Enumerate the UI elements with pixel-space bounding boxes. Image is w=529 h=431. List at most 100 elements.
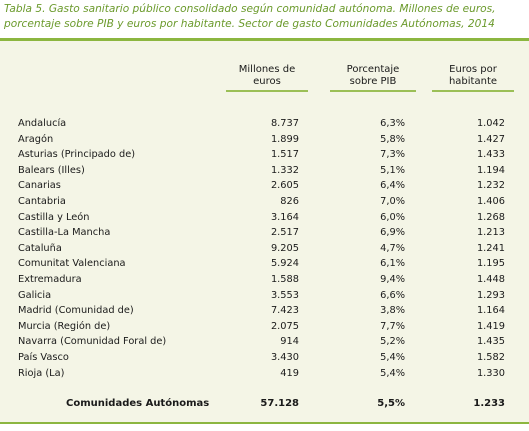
row-pib: 5,1% bbox=[380, 164, 405, 176]
row-name: Comunidades Autónomas bbox=[66, 398, 210, 409]
row-pib: 7,3% bbox=[380, 149, 405, 161]
table-row: Andalucía 8.737 6,3% 1.042 bbox=[0, 118, 529, 134]
row-pib: 6,6% bbox=[380, 289, 405, 301]
table-row: Extremadura 1.588 9,4% 1.448 bbox=[0, 274, 529, 290]
row-pib: 7,7% bbox=[380, 320, 405, 332]
table-caption: Tabla 5. Gasto sanitario público consoli… bbox=[4, 2, 526, 31]
row-millones: 5.924 bbox=[270, 258, 299, 270]
row-name: Comunitat Valenciana bbox=[18, 258, 126, 270]
row-millones: 1.588 bbox=[270, 274, 299, 285]
row-habitante: 1.232 bbox=[476, 180, 505, 192]
row-habitante: 1.427 bbox=[476, 133, 505, 145]
row-millones: 1.332 bbox=[270, 164, 299, 176]
row-millones: 419 bbox=[280, 367, 299, 379]
row-habitante: 1.448 bbox=[476, 274, 505, 285]
row-pib: 6,3% bbox=[380, 118, 405, 129]
row-name: Cantabria bbox=[18, 196, 66, 207]
row-name: Navarra (Comunidad Foral de) bbox=[18, 336, 167, 348]
row-name: Galicia bbox=[18, 289, 52, 301]
row-name: Murcia (Región de) bbox=[18, 320, 111, 332]
row-name: Canarias bbox=[18, 180, 61, 192]
row-habitante: 1.406 bbox=[476, 196, 505, 207]
row-pib: 4,7% bbox=[380, 242, 405, 254]
row-name: Asturias (Principado de) bbox=[18, 149, 136, 161]
table-row: Balears (Illes) 1.332 5,1% 1.194 bbox=[0, 165, 529, 181]
row-habitante: 1.194 bbox=[476, 164, 505, 176]
row-name: Castilla y León bbox=[18, 211, 90, 223]
row-name: Aragón bbox=[18, 133, 54, 145]
column-underline bbox=[330, 90, 416, 92]
row-millones: 2.517 bbox=[270, 227, 299, 239]
row-habitante: 1.293 bbox=[476, 289, 505, 301]
table-row: Navarra (Comunidad Foral de) 914 5,2% 1.435 bbox=[0, 336, 529, 352]
table-row: Cantabria 826 7,0% 1.406 bbox=[0, 196, 529, 212]
row-habitante: 1.164 bbox=[476, 305, 505, 317]
table-row: Madrid (Comunidad de) 7.423 3,8% 1.164 bbox=[0, 305, 529, 321]
row-name: Extremadura bbox=[18, 274, 82, 285]
row-habitante: 1.419 bbox=[476, 320, 505, 332]
caption-line-2: porcentaje sobre PIB y euros por habitan… bbox=[4, 17, 495, 30]
row-millones: 3.430 bbox=[270, 352, 299, 363]
row-millones: 1.517 bbox=[270, 149, 299, 161]
row-pib: 7,0% bbox=[380, 196, 405, 207]
column-header-millones: Millones de euros bbox=[226, 64, 308, 92]
row-habitante: 1.195 bbox=[476, 258, 505, 270]
row-millones: 3.553 bbox=[270, 289, 299, 301]
row-millones: 2.075 bbox=[270, 320, 299, 332]
row-habitante: 1.241 bbox=[476, 242, 505, 254]
row-name: Castilla-La Mancha bbox=[18, 227, 111, 239]
row-millones: 1.899 bbox=[270, 133, 299, 145]
row-millones: 826 bbox=[280, 196, 299, 207]
row-name: Rioja (La) bbox=[18, 367, 65, 379]
column-header-pib: Porcentaje sobre PIB bbox=[330, 64, 416, 92]
row-pib: 5,4% bbox=[380, 367, 405, 379]
table-row: País Vasco 3.430 5,4% 1.582 bbox=[0, 352, 529, 368]
row-pib: 6,4% bbox=[380, 180, 405, 192]
row-pib: 6,9% bbox=[380, 227, 405, 239]
row-name: País Vasco bbox=[18, 352, 69, 363]
row-habitante: 1.213 bbox=[476, 227, 505, 239]
table-row-total: Comunidades Autónomas 57.128 5,5% 1.233 bbox=[0, 398, 529, 414]
row-name: Andalucía bbox=[18, 118, 67, 129]
table-row: Galicia 3.553 6,6% 1.293 bbox=[0, 290, 529, 306]
bottom-rule bbox=[0, 422, 529, 424]
row-habitante: 1.435 bbox=[476, 336, 505, 348]
column-underline bbox=[226, 90, 308, 92]
table-row: Canarias 2.605 6,4% 1.232 bbox=[0, 180, 529, 196]
row-millones: 8.737 bbox=[270, 118, 299, 129]
row-habitante: 1.433 bbox=[476, 149, 505, 161]
top-rule bbox=[0, 38, 529, 41]
row-millones: 7.423 bbox=[270, 305, 299, 317]
row-pib: 6,0% bbox=[380, 211, 405, 223]
row-name: Balears (Illes) bbox=[18, 164, 85, 176]
row-pib: 5,5% bbox=[377, 398, 405, 409]
table-row: Comunitat Valenciana 5.924 6,1% 1.195 bbox=[0, 258, 529, 274]
row-pib: 3,8% bbox=[380, 305, 405, 317]
row-habitante: 1.233 bbox=[473, 398, 505, 409]
table-row: Murcia (Región de) 2.075 7,7% 1.419 bbox=[0, 321, 529, 337]
row-millones: 2.605 bbox=[270, 180, 299, 192]
row-millones: 3.164 bbox=[270, 211, 299, 223]
row-habitante: 1.042 bbox=[476, 118, 505, 129]
row-pib: 5,4% bbox=[380, 352, 405, 363]
row-habitante: 1.582 bbox=[476, 352, 505, 363]
row-name: Madrid (Comunidad de) bbox=[18, 305, 134, 317]
row-pib: 5,8% bbox=[380, 133, 405, 145]
column-underline bbox=[432, 90, 514, 92]
table-panel bbox=[0, 41, 529, 422]
row-name: Cataluña bbox=[18, 242, 62, 254]
table-row: Rioja (La) 419 5,4% 1.330 bbox=[0, 368, 529, 384]
column-header-habitante: Euros por habitante bbox=[432, 64, 514, 92]
row-millones: 9.205 bbox=[270, 242, 299, 254]
row-millones: 914 bbox=[280, 336, 299, 348]
row-pib: 9,4% bbox=[380, 274, 405, 285]
caption-line-1: Tabla 5. Gasto sanitario público consoli… bbox=[4, 3, 496, 15]
row-habitante: 1.330 bbox=[476, 367, 505, 379]
table-row: Cataluña 9.205 4,7% 1.241 bbox=[0, 243, 529, 259]
table-row: Aragón 1.899 5,8% 1.427 bbox=[0, 134, 529, 150]
table-row: Castilla y León 3.164 6,0% 1.268 bbox=[0, 212, 529, 228]
row-habitante: 1.268 bbox=[476, 211, 505, 223]
row-pib: 6,1% bbox=[380, 258, 405, 270]
table-row: Castilla-La Mancha 2.517 6,9% 1.213 bbox=[0, 227, 529, 243]
row-pib: 5,2% bbox=[380, 336, 405, 348]
